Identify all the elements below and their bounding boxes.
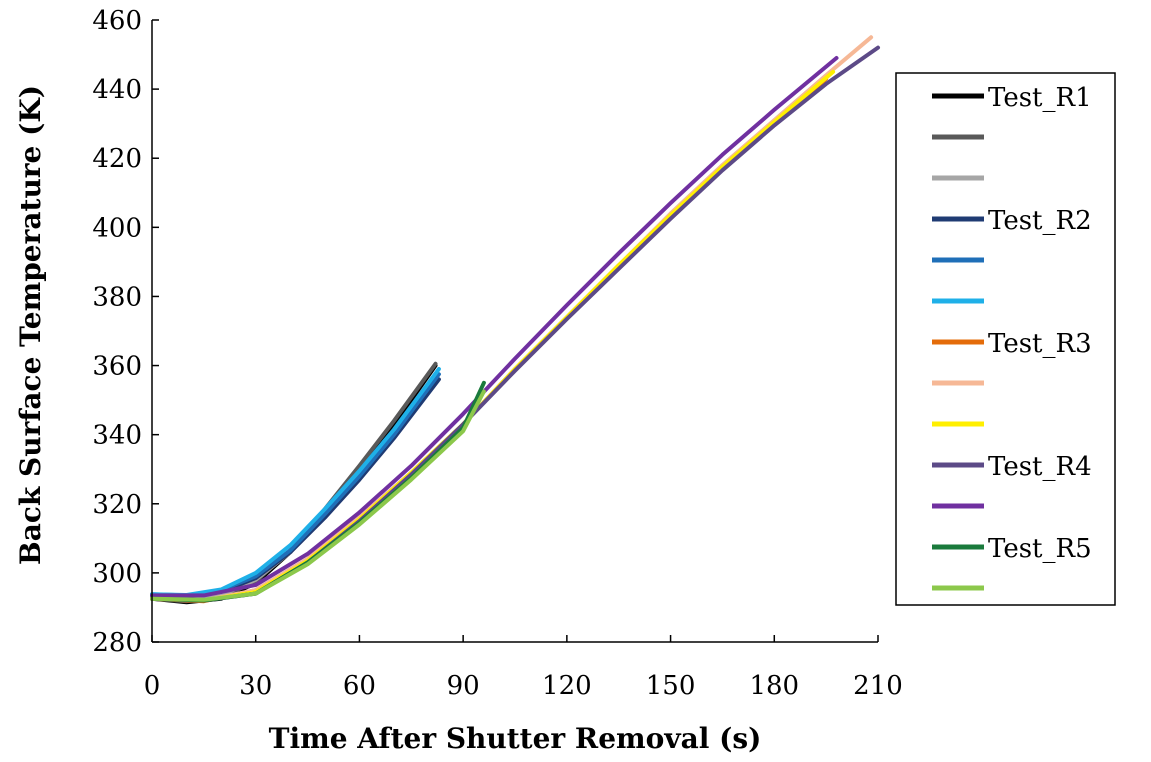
y-tick-label: 300 [92,559,142,589]
y-tick-label: 460 [92,6,142,36]
legend-label: Test_R4 [988,452,1092,482]
series-line-10 [150,45,880,603]
y-tick-label: 420 [92,144,142,174]
legend: Test_R1 Test_R2 Test_R3 Test_R4 Test_R5 [932,83,1092,591]
y-tick-label: 440 [92,75,142,105]
legend-label: Test_R2 [988,206,1092,236]
x-axis-ticks: 0 30 60 90 120 150 180 210 [144,635,903,701]
x-tick-label: 180 [749,671,799,701]
legend-label: Test_R1 [988,83,1092,113]
series-line-12 [150,380,486,603]
x-tick-label: 210 [853,671,903,701]
x-tick-label: 60 [343,671,376,701]
series-line-13 [150,389,486,602]
x-tick-label: 90 [447,671,480,701]
y-tick-label: 340 [92,421,142,451]
series-line-7 [150,76,829,604]
y-axis-title: Back Surface Temperature (K) [14,85,47,565]
legend-label: Test_R5 [988,534,1092,564]
x-tick-label: 0 [144,671,161,701]
y-tick-label: 320 [92,490,142,520]
x-tick-label: 30 [239,671,272,701]
series-line-11 [150,56,839,598]
legend-box [895,72,1116,606]
y-tick-label: 280 [92,628,142,658]
x-tick-label: 120 [542,671,592,701]
y-axis-ticks: 280 300 320 340 360 380 400 420 440 460 [92,6,159,658]
x-axis-title: Time After Shutter Removal (s) [269,722,762,755]
y-tick-label: 380 [92,282,142,312]
series-line-9 [150,69,836,603]
x-tick-label: 150 [646,671,696,701]
legend-label: Test_R3 [988,329,1092,359]
plot-area [150,35,880,605]
y-tick-label: 360 [92,352,142,382]
series-line-6 [150,367,441,597]
y-tick-label: 400 [92,213,142,243]
